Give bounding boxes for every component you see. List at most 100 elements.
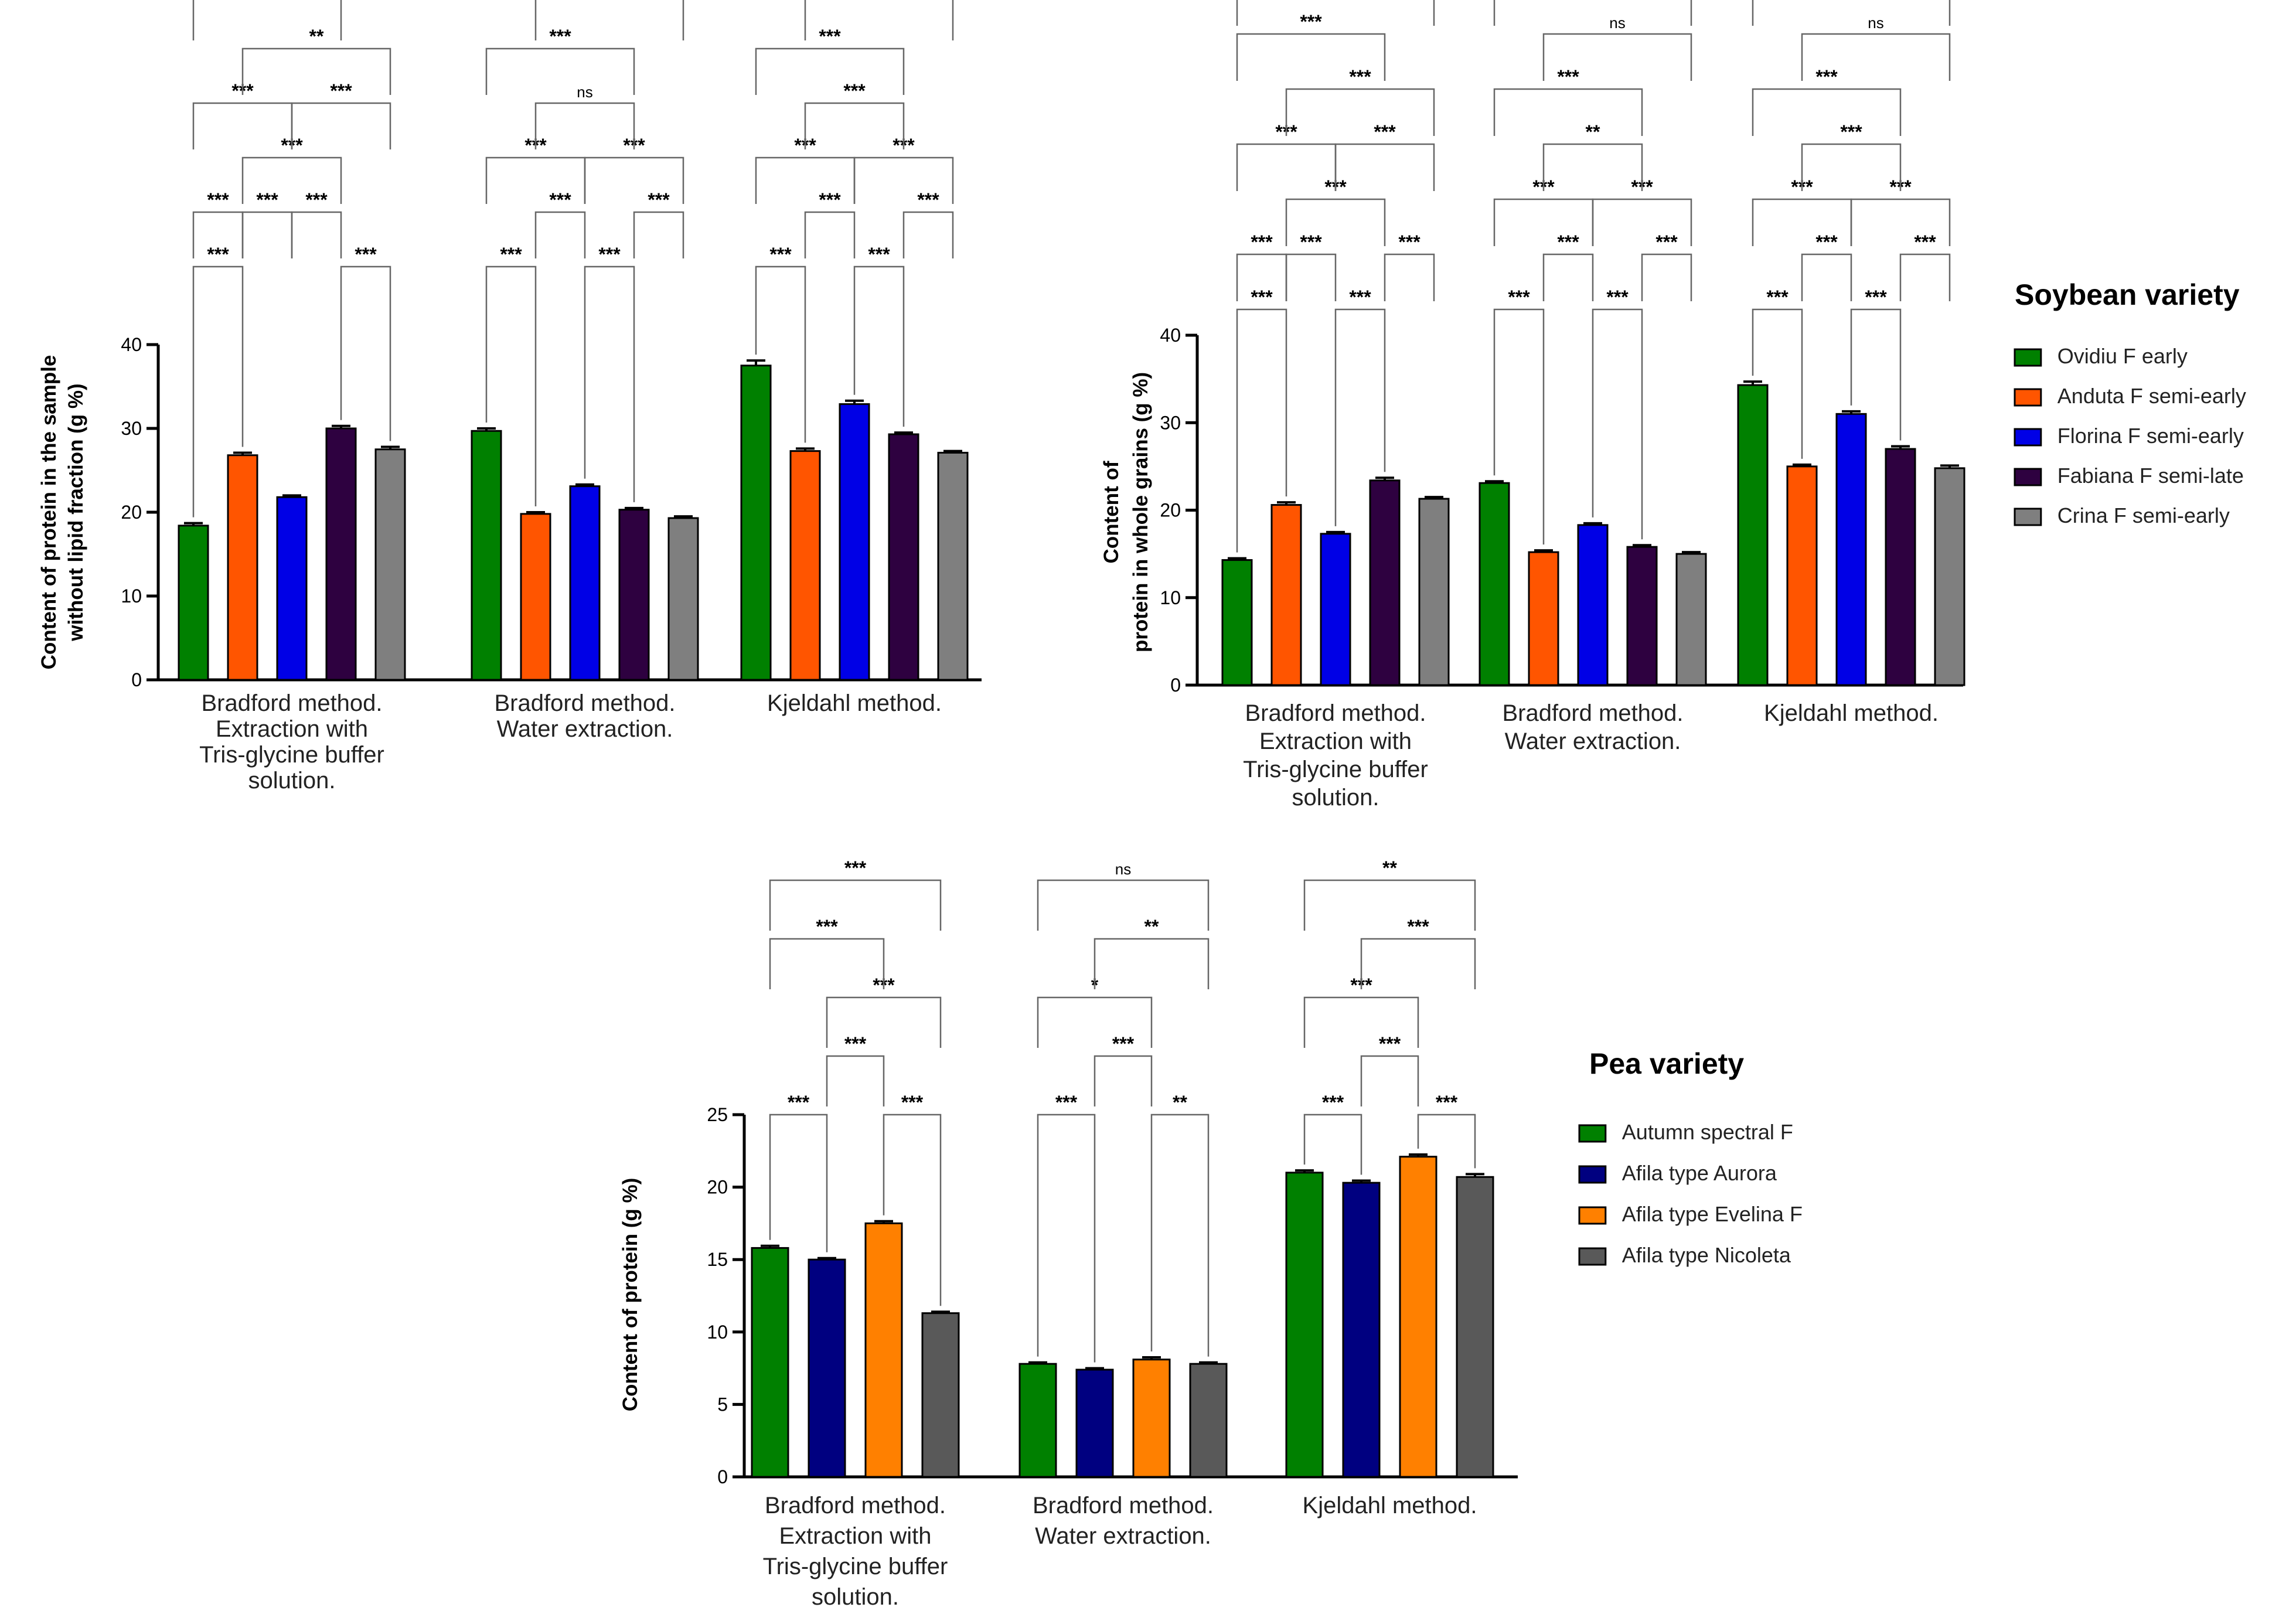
y-axis-title-line: protein in whole grains (g %) [1129, 372, 1152, 652]
significance-bracket [485, 47, 635, 95]
significance-bracket [1417, 1114, 1476, 1169]
significance-bracket [241, 47, 391, 95]
legend-label: Crina F semi-early [2057, 503, 2230, 527]
y-tick-label: 0 [131, 669, 142, 690]
significance-bracket [1360, 1055, 1419, 1106]
significance-bracket [1303, 1114, 1362, 1175]
significance-label: ** [1586, 121, 1600, 142]
significance-label: *** [355, 244, 377, 265]
significance-label: *** [1349, 287, 1371, 308]
category-label-line: Bradford method. [1033, 1493, 1214, 1518]
significance-label: *** [1508, 287, 1530, 308]
y-tick-label: 30 [121, 418, 142, 439]
significance-label: *** [1557, 231, 1579, 253]
category-label-line: Kjeldahl method. [1764, 700, 1939, 726]
significance-bracket [1493, 308, 1545, 545]
category-label: Kjeldahl method. [1303, 1493, 1477, 1518]
significance-label: *** [648, 189, 670, 210]
pea-legend-title: Pea variety [1589, 1047, 1744, 1080]
bar [1577, 524, 1609, 686]
legend-swatch [2014, 468, 2042, 486]
bar [1456, 1176, 1494, 1478]
legend-swatch [1578, 1165, 1607, 1184]
y-tick-label: 10 [1160, 587, 1181, 608]
y-tick-label: 15 [707, 1249, 728, 1270]
significance-label: *** [1865, 287, 1887, 308]
significance-bracket [1334, 308, 1386, 526]
soybean-legend-items: Ovidiu F early Anduta F semi-early Florina… [2014, 344, 2246, 527]
significance-bracket [1037, 879, 1210, 931]
significance-label: *** [844, 857, 867, 878]
bar [618, 509, 650, 681]
significance-bracket [1801, 143, 1902, 191]
bar [808, 1258, 846, 1478]
significance-label: ** [1144, 916, 1159, 937]
significance-label: *** [868, 244, 890, 265]
significance-bracket [1384, 253, 1435, 301]
legend-label: Ovidiu F early [2057, 344, 2188, 368]
significance-label: *** [1766, 287, 1789, 308]
category-label: Bradford method. Water extraction. [1502, 700, 1683, 754]
significance-bracket [1037, 996, 1153, 1048]
y-axis-title: Content of protein in the sample without … [38, 355, 87, 670]
significance-label: *** [330, 80, 352, 101]
category-label-line: Bradford method. [1502, 700, 1683, 726]
significance-bracket [241, 156, 342, 204]
category-label-line: Tris-glycine buffer [199, 742, 384, 768]
legend-label: Afila type Aurora [1622, 1161, 1777, 1185]
bar [520, 513, 551, 681]
category-label-line: solution. [812, 1584, 899, 1610]
significance-bracket [853, 265, 905, 427]
chart-soybean-whole-grains: 0 10 20 30 40 Content of protein in whole grai… [1100, 0, 1965, 811]
significance-bracket [1801, 253, 1852, 301]
bar [1675, 553, 1707, 686]
significance-bracket [192, 0, 342, 40]
significance-label: *** [1398, 231, 1420, 253]
bar [1189, 1363, 1228, 1478]
significance-label: *** [1300, 11, 1322, 32]
significance-bracket [192, 102, 293, 149]
bar [227, 454, 258, 681]
significance-label: *** [1840, 121, 1862, 142]
y-tick-label: 0 [717, 1466, 728, 1487]
significance-bracket [1752, 88, 1902, 136]
significance-bracket [1285, 253, 1337, 301]
bar [374, 448, 406, 681]
significance-bracket [826, 996, 942, 1048]
category-label: Bradford method. Extraction with Tris-glyc… [763, 1493, 948, 1610]
y-axis-title-line: Content of protein in the sample [38, 355, 60, 670]
significance-bracket [1094, 1055, 1153, 1106]
significance-label: *** [549, 189, 571, 210]
category-label: Kjeldahl method. [767, 690, 942, 716]
category-label-line: Kjeldahl method. [1303, 1493, 1477, 1518]
y-axis-title-line: Content of protein (g %) [619, 1178, 642, 1412]
category-label-line: Bradford method. [201, 690, 382, 716]
bar [839, 403, 870, 681]
significance-bracket [291, 211, 342, 258]
bar [178, 525, 209, 681]
pea-legend: Pea variety Autumn spectral F Afila type … [1578, 1047, 1803, 1267]
significance-label: *** [1055, 1092, 1078, 1113]
significance-label: *** [598, 244, 621, 265]
legend-swatch [2014, 508, 2042, 526]
y-tick-label: 25 [707, 1104, 728, 1125]
bar [789, 450, 821, 681]
significance-label: ** [1382, 857, 1397, 878]
significance-bracket [291, 102, 391, 149]
significance-bracket [1150, 1114, 1210, 1357]
bar [1399, 1156, 1437, 1478]
significance-bracket [1285, 88, 1435, 136]
significance-label: *** [844, 1033, 867, 1054]
category-label-line: Water extraction. [1505, 728, 1681, 754]
significance-bracket [883, 1114, 942, 1306]
significance-bracket [534, 211, 586, 258]
significance-bracket [1850, 198, 1951, 246]
bar [1342, 1181, 1381, 1478]
significance-bracket [804, 211, 856, 258]
bar [1221, 559, 1253, 686]
significance-label: *** [901, 1092, 924, 1113]
significance-label: *** [1300, 231, 1322, 253]
significance-label: ** [1173, 1092, 1187, 1113]
y-tick-label: 0 [1170, 675, 1181, 696]
significance-label: *** [1251, 287, 1273, 308]
